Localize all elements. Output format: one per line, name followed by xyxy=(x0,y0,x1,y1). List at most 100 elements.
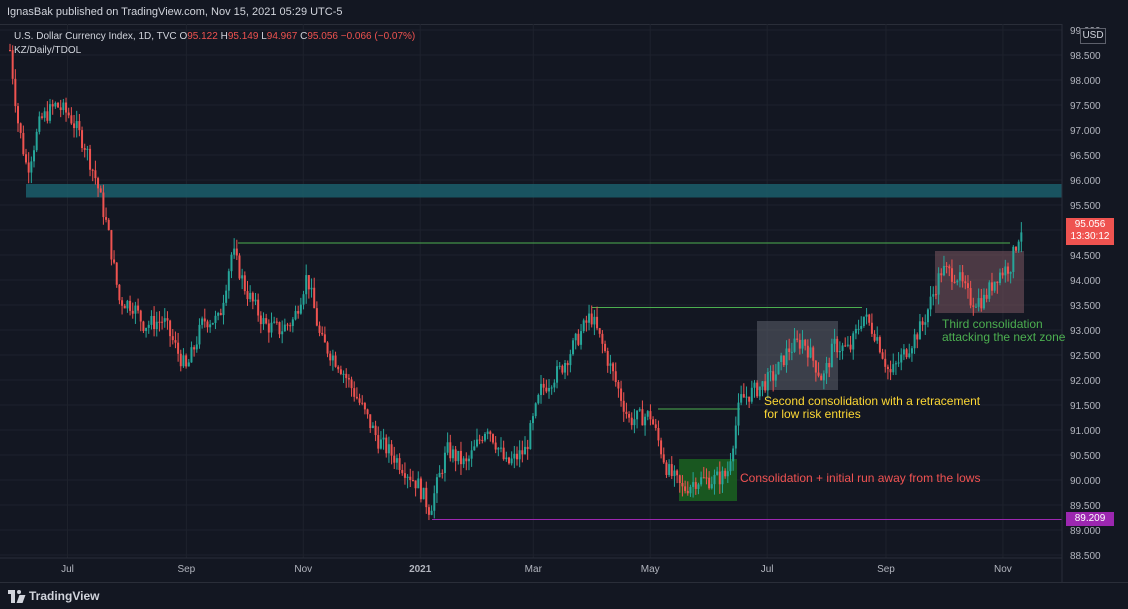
candle-body xyxy=(403,473,406,478)
candle-body xyxy=(820,375,823,381)
candle-body xyxy=(323,334,326,343)
candle-body xyxy=(315,308,318,326)
candle-body xyxy=(516,453,518,460)
candle-body xyxy=(137,305,140,311)
candle-body xyxy=(545,387,548,392)
candle-body xyxy=(54,102,57,107)
candle-body xyxy=(857,328,860,330)
time-axis[interactable]: Jul Sep Nov 2021 Mar May Jul Sep Nov xyxy=(0,557,1062,575)
candle-body xyxy=(1006,266,1009,274)
candle-body xyxy=(395,458,398,463)
candle-body xyxy=(433,493,436,511)
candle-body xyxy=(540,383,543,395)
candle-body xyxy=(38,116,41,132)
price-tick-label: 91.000 xyxy=(1070,426,1101,437)
candle-body xyxy=(550,387,553,389)
candle-body xyxy=(83,148,86,150)
candle-body xyxy=(689,486,692,494)
candle-body xyxy=(195,344,198,350)
candle-body xyxy=(617,382,620,389)
candle-body xyxy=(361,402,364,404)
candle-body xyxy=(435,477,438,494)
candle-body xyxy=(115,262,118,285)
candle-body xyxy=(945,265,948,267)
candle-body xyxy=(390,444,393,456)
candle-body xyxy=(270,322,273,333)
candle-body xyxy=(417,478,420,489)
tradingview-logo[interactable]: TradingView xyxy=(8,589,99,603)
candle-body xyxy=(628,413,631,418)
candle-body xyxy=(406,476,409,478)
resistance-zone xyxy=(26,184,1062,198)
last-price-value: 95.056 xyxy=(1074,219,1106,230)
candle-body xyxy=(734,425,737,449)
candle-body xyxy=(948,266,951,269)
candle-body xyxy=(73,123,76,129)
candle-body xyxy=(294,311,297,320)
candle-body xyxy=(910,348,913,354)
candle-body xyxy=(678,475,681,484)
candle-body xyxy=(305,275,308,295)
candle-body xyxy=(198,324,201,345)
candle-body xyxy=(377,435,380,449)
candle-body xyxy=(430,510,433,515)
candle-body xyxy=(462,458,465,465)
candle-body xyxy=(185,355,188,367)
price-chart[interactable]: 99.00098.50098.00097.50097.00096.50096.0… xyxy=(0,24,1128,582)
candle-body xyxy=(1014,246,1017,251)
candle-body xyxy=(147,324,150,328)
candle-body xyxy=(222,302,225,316)
price-tick-label: 90.500 xyxy=(1070,451,1101,462)
candle-body xyxy=(881,352,884,359)
currency-label[interactable]: USD xyxy=(1080,28,1106,44)
candle-body xyxy=(350,379,353,389)
candle-body xyxy=(953,281,956,283)
candle-body xyxy=(507,457,510,464)
price-tick-label: 93.500 xyxy=(1070,301,1101,312)
price-tick-label: 94.500 xyxy=(1070,251,1101,262)
candle-body xyxy=(369,414,372,428)
candle-body xyxy=(118,284,121,301)
candles xyxy=(9,43,1023,521)
candle-body xyxy=(892,364,895,373)
candle-body xyxy=(177,342,180,354)
candle-body xyxy=(193,347,196,350)
time-tick-label: Nov xyxy=(994,564,1012,575)
candle-body xyxy=(732,448,735,462)
candle-body xyxy=(190,347,193,363)
candle-body xyxy=(572,340,575,355)
candle-body xyxy=(446,442,449,453)
open-label: O xyxy=(179,31,188,42)
candle-body xyxy=(750,387,753,402)
candle-body xyxy=(828,363,831,368)
candle-body xyxy=(211,322,214,325)
candle-body xyxy=(569,354,572,366)
candle-body xyxy=(670,464,673,477)
candle-body xyxy=(385,437,388,454)
candle-body xyxy=(849,344,852,350)
candle-body xyxy=(81,130,84,149)
candle-body xyxy=(105,217,108,220)
price-tick-label: 98.000 xyxy=(1070,76,1101,87)
candle-body xyxy=(99,188,102,193)
price-axis[interactable]: 99.00098.50098.00097.50097.00096.50096.0… xyxy=(1061,24,1128,582)
candle-body xyxy=(812,347,815,361)
price-tick-label: 89.000 xyxy=(1070,526,1101,537)
candle-body xyxy=(574,333,577,341)
candle-body xyxy=(836,338,839,353)
candle-body xyxy=(854,328,857,334)
candle-body xyxy=(916,334,919,340)
candle-body xyxy=(902,349,905,355)
candle-body xyxy=(742,394,745,398)
candle-body xyxy=(33,150,36,162)
symbol-legend: U.S. Dollar Currency Index, 1D, TVC O95.… xyxy=(14,30,415,58)
candle-body xyxy=(622,400,625,412)
candle-body xyxy=(281,331,284,335)
publisher-bar: IgnasBak published on TradingView.com, N… xyxy=(0,0,1128,25)
candle-body xyxy=(262,318,265,325)
candle-body xyxy=(646,411,649,417)
candle-body xyxy=(878,337,881,353)
candle-body xyxy=(638,409,641,411)
candle-body xyxy=(251,292,254,302)
candle-body xyxy=(977,298,980,307)
